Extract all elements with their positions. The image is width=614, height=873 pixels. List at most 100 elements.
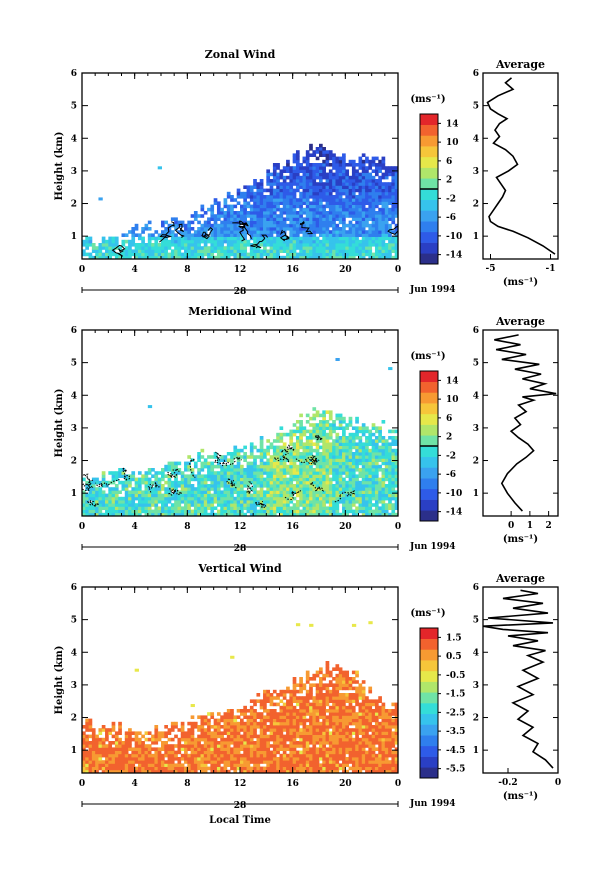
heatmap-cell [95,737,99,742]
heatmap-cell [154,239,159,244]
heatmap-cell [240,744,244,748]
profile-y-tick-label: 4 [473,134,479,144]
heatmap-cell [289,175,294,180]
heatmap-cell [180,239,185,244]
heatmap-cell [368,487,373,491]
heatmap-cell [259,214,264,218]
heatmap-cell [220,249,224,253]
heatmap-cell [279,709,284,713]
heatmap-cell [328,432,333,437]
heatmap-cell [365,484,369,488]
heatmap-cell [177,503,182,507]
heatmap-cell [101,480,106,485]
heatmap-cell [361,455,366,459]
heatmap-cell [246,214,251,218]
heatmap-cell [124,487,129,491]
heatmap-cell [243,477,247,482]
heatmap-cell [358,252,363,257]
heatmap-cell [279,725,284,729]
heatmap-cell [216,509,221,514]
heatmap-cell [259,500,264,504]
heatmap-cell [131,493,136,498]
heatmap-cell [305,480,310,485]
heatmap-cell [368,204,373,209]
heatmap-cell [319,243,323,247]
heatmap-cell [249,474,254,478]
heatmap-cell [246,220,251,225]
heatmap-cell [121,757,126,761]
heatmap-cell [361,458,366,462]
heatmap-cell [371,243,376,247]
heatmap-cell [95,760,99,764]
heatmap-cell [338,217,343,221]
heatmap-cell [170,243,175,247]
heatmap-cell [144,750,149,755]
heatmap-cell [272,201,277,205]
heatmap-cell [282,211,287,215]
heatmap-cell [319,493,323,498]
heatmap-cell [381,496,386,501]
heatmap-cell [276,734,280,739]
heatmap-cell [230,239,234,244]
heatmap-cell [161,468,165,472]
heatmap-cell [355,204,359,209]
heatmap-cell [279,464,284,469]
heatmap-cell [266,220,271,225]
heatmap-cell [243,500,247,504]
heatmap-cell [351,464,356,469]
heatmap-cell [249,766,254,771]
heatmap-cell [203,243,208,247]
heatmap-cell [286,477,290,482]
heatmap-cell [236,731,241,735]
heatmap-cell [233,715,238,719]
heatmap-cell [85,246,89,250]
heatmap-cell [246,709,251,713]
heatmap-cell [381,252,386,257]
heatmap-cell [279,718,284,723]
heatmap-cell [269,179,274,183]
heatmap-cell [246,201,251,205]
heatmap-cell [328,246,333,250]
heatmap-cell [240,747,244,751]
heatmap-cell [335,471,340,475]
heatmap-cell [309,227,313,231]
heatmap-cell [332,159,336,164]
heatmap-cell [282,442,287,446]
heatmap-cell [388,198,392,202]
colorbar-tick-label: -2 [446,451,456,461]
zero-contour [283,489,302,501]
heatmap-cell [391,452,396,456]
heatmap-cell [230,230,234,234]
heatmap-cell [358,448,363,453]
heatmap-cell [236,757,241,761]
heatmap-cell [108,744,113,748]
heatmap-cell [144,509,149,514]
heatmap-cell [151,246,155,250]
heatmap-cell [147,227,152,231]
heatmap-cell [157,477,162,482]
heatmap-cell [384,506,389,510]
heatmap-cell [207,487,211,491]
heatmap-cell [335,211,340,215]
heatmap-cell [282,734,287,739]
heatmap-cell [98,728,103,732]
heatmap-cell [200,455,205,459]
heatmap-cell [118,474,122,478]
heatmap-cell [256,211,261,215]
heatmap-cell [236,461,241,466]
heatmap-cell [299,217,303,221]
heatmap-cell [134,227,139,231]
heatmap-cell [384,252,389,257]
heatmap-cell [161,741,165,745]
heatmap-cell [371,458,376,462]
heatmap-cell [315,217,320,221]
heatmap-cell [338,487,343,491]
heatmap-cell [355,436,359,440]
heatmap-cell [128,474,132,478]
heatmap-cell [289,243,294,247]
heatmap-cell [161,496,165,501]
heatmap-cell [394,185,398,189]
x-tick-label: 16 [286,265,299,275]
heatmap-cell [246,747,251,751]
heatmap-cell [374,445,379,450]
